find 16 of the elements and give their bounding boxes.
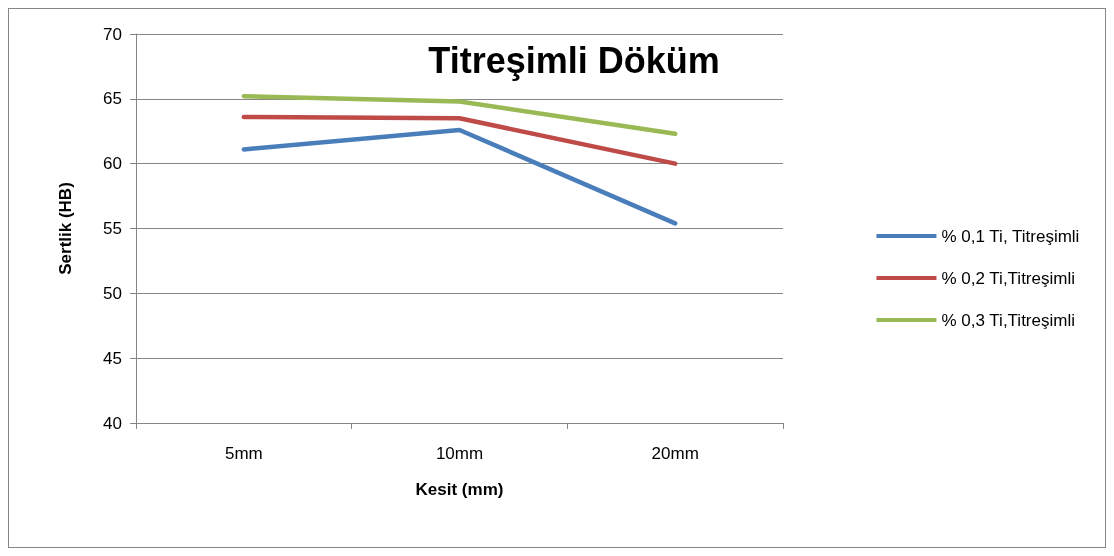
legend-label: % 0,2 Ti,Titreşimli xyxy=(941,268,1075,288)
y-tick-label: 55 xyxy=(103,219,122,238)
x-axis-title: Kesit (mm) xyxy=(415,480,504,499)
y-tick-label: 40 xyxy=(103,413,122,433)
y-tick-label: 45 xyxy=(103,348,122,368)
x-tick-label: 20mm xyxy=(651,444,699,463)
y-tick-label: 60 xyxy=(103,154,122,174)
legend-label: % 0,3 Ti,Titreşimli xyxy=(941,310,1075,330)
y-tick-label: 50 xyxy=(103,283,122,303)
y-axis-title: Sertlik (HB) xyxy=(56,182,75,275)
x-tick-label: 5mm xyxy=(224,444,263,463)
y-tick-label: 70 xyxy=(103,24,122,44)
y-tick-label: 65 xyxy=(103,89,122,109)
chart-title: Titreşimli Döküm xyxy=(428,39,720,81)
x-tick-label: 10mm xyxy=(435,444,484,463)
legend-label: % 0,1 Ti, Titreşimli xyxy=(941,226,1080,246)
